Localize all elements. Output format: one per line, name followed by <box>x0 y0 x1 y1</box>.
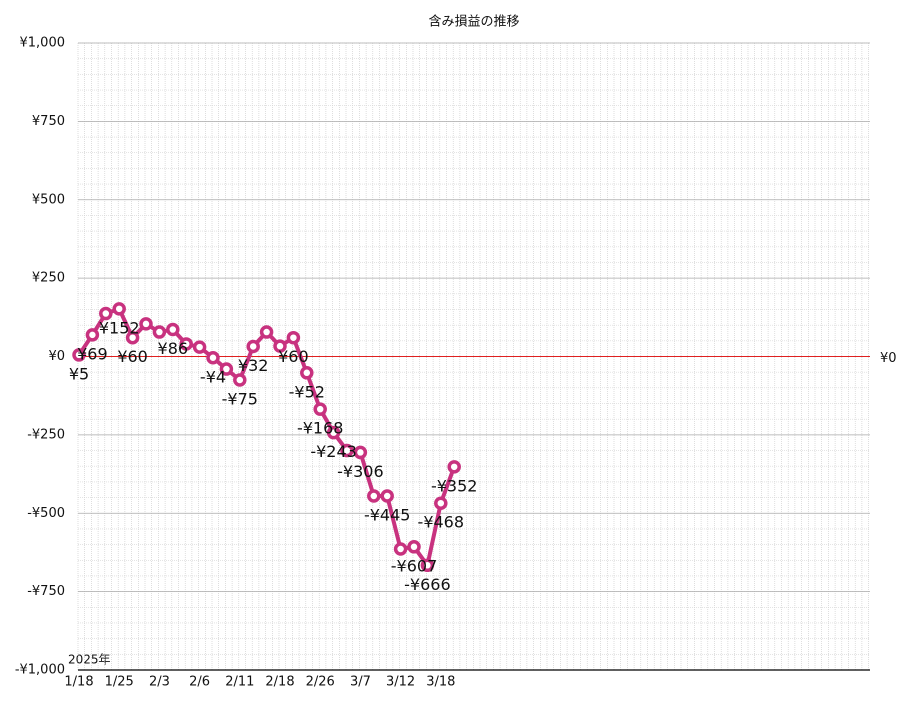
point-marker <box>393 542 408 556</box>
data-label: ¥152 <box>99 318 140 337</box>
x-tick-label: 2/18 <box>265 675 294 690</box>
x-tick-label: 2/3 <box>149 675 170 690</box>
point-marker <box>353 445 368 460</box>
point-marker <box>112 302 126 316</box>
reference-label: ¥0 <box>880 351 897 366</box>
y-tick-label: ¥1,000 <box>20 36 66 51</box>
y-tick-label: -¥750 <box>27 584 65 599</box>
x-tick-label: 1/25 <box>105 675 134 690</box>
y-tick-label: ¥0 <box>48 349 65 364</box>
point-marker <box>340 443 354 458</box>
y-tick-label: ¥750 <box>32 114 65 129</box>
y-tick-label: -¥1,000 <box>15 663 65 678</box>
point-marker <box>326 425 341 440</box>
point-marker <box>219 362 234 376</box>
data-label: -¥243 <box>310 442 357 461</box>
x-tick-label: 2/6 <box>189 675 210 690</box>
point-marker <box>139 317 153 331</box>
point-marker <box>85 328 100 342</box>
point-marker <box>407 540 421 554</box>
point-marker <box>300 366 314 380</box>
data-label: ¥86 <box>158 339 189 358</box>
point-marker <box>434 496 448 510</box>
point-marker <box>313 402 327 416</box>
data-label: -¥168 <box>297 419 344 438</box>
x-tick-label: 1/18 <box>64 675 93 690</box>
data-label: ¥60 <box>278 347 309 366</box>
y-tick-label: ¥250 <box>32 271 65 286</box>
data-label: ¥32 <box>238 356 269 375</box>
point-marker <box>179 337 193 351</box>
data-label: -¥75 <box>222 390 258 409</box>
data-label: -¥468 <box>418 513 465 532</box>
x-tick-label: 3/12 <box>386 675 415 690</box>
data-label: -¥607 <box>391 556 438 575</box>
x-tick-label: 2/26 <box>306 675 335 690</box>
data-label: -¥666 <box>404 575 451 594</box>
point-marker <box>286 330 301 345</box>
point-marker <box>420 558 435 573</box>
point-marker <box>72 348 86 362</box>
data-label: ¥5 <box>69 364 89 383</box>
chart-title: 含み損益の推移 <box>428 14 519 30</box>
point-marker <box>99 306 113 321</box>
y-tick-label: -¥500 <box>27 506 65 521</box>
data-label: -¥4 <box>200 367 226 386</box>
point-marker <box>246 339 260 354</box>
data-label: -¥445 <box>364 506 411 525</box>
x-tick-label: 3/18 <box>426 675 455 690</box>
point-marker <box>367 489 381 503</box>
data-label: -¥306 <box>337 462 384 481</box>
y-tick-label: -¥250 <box>27 427 65 442</box>
x-tick-label: 3/7 <box>350 675 371 690</box>
point-marker <box>233 373 247 387</box>
data-label: -¥52 <box>289 382 325 401</box>
data-label: -¥352 <box>431 476 478 495</box>
point-marker <box>192 340 207 354</box>
point-marker <box>447 460 461 474</box>
point-marker <box>125 330 140 345</box>
point-marker <box>206 351 220 365</box>
y-tick-label: ¥500 <box>32 192 65 207</box>
point-marker <box>166 322 180 337</box>
point-marker <box>152 325 167 339</box>
data-label: ¥60 <box>117 347 148 366</box>
x-tick-label: 2/11 <box>225 675 254 690</box>
data-label: ¥69 <box>77 344 108 363</box>
point-marker <box>259 325 274 339</box>
point-marker <box>380 489 394 503</box>
x-axis-note: 2025年 <box>68 653 111 667</box>
point-marker <box>273 339 287 353</box>
